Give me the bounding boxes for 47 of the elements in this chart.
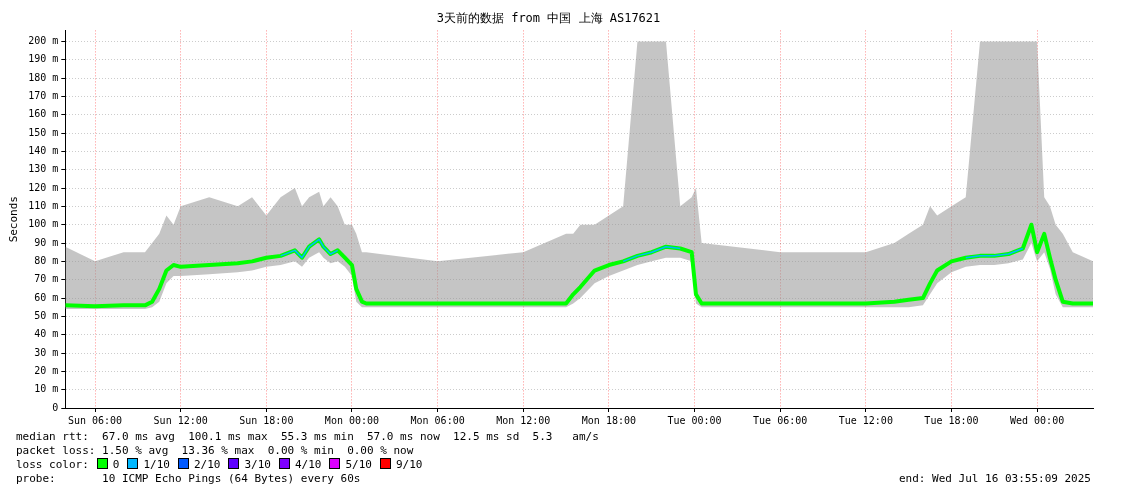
x-tick-label: Tue 18:00 [924,414,979,426]
y-tick-label: 130 m [28,163,59,175]
text: probe: 10 ICMP Echo Pings (64 Bytes) every 60s [16,472,361,485]
y-tick-label: 70 m [34,273,59,285]
y-tick-label: 160 m [28,108,59,120]
legend-label: 3/10 [244,458,271,471]
x-tick-label: Mon 06:00 [410,414,465,426]
legend-label: 9/10 [395,458,423,471]
y-tick-label: 80 m [34,254,59,266]
legend-label: 1/10 [143,458,170,471]
y-tick-label: 140 m [28,144,59,156]
y-tick-label: 0 [52,401,59,413]
x-tick-label: Mon 12:00 [496,414,551,426]
x-tick-label: Tue 12:00 [838,414,893,426]
text: loss color: [16,458,89,471]
y-tick-label: 120 m [28,181,59,193]
x-tick-label: Wed 00:00 [1010,414,1065,426]
y-tick-label: 180 m [28,71,59,83]
x-tick-label: Sun 12:00 [153,414,208,426]
x-tick-label: Tue 00:00 [667,414,722,426]
x-tick-label: Mon 00:00 [324,414,380,426]
y-tick-label: 10 m [34,383,59,395]
y-tick-label: 110 m [28,199,59,211]
y-axis-title: Seconds [7,196,21,243]
y-tick-label: 20 m [34,364,59,376]
legend-label: 5/10 [345,458,372,471]
legend-label: 4/10 [294,458,322,471]
y-tick-label: 40 m [34,328,59,340]
text: median rtt: 67.0 ms avg 100.1 ms max 55.3 ms min 57.0 ms now 12.5 ms sd 5.3 am/s [15,430,600,444]
y-tick-label: 190 m [28,53,59,65]
y-tick-label: 200 m [28,34,59,46]
y-tick-label: 50 m [34,309,59,321]
x-tick-label: Sun 06:00 [67,414,123,426]
legend-label: 2/10 [193,458,221,471]
x-tick-label: Sun 18:00 [239,414,294,426]
x-tick-label: Tue 06:00 [753,414,808,426]
legend-label: 0 [112,458,120,471]
y-tick-label: 60 m [34,291,59,303]
y-tick-label: 90 m [34,236,59,248]
x-tick-label: Mon 18:00 [581,414,636,426]
text: packet loss: 1.50 % avg 13.36 % max 0.00 % min 0.00 % now [15,444,415,458]
text: end: Wed Jul 16 03:55:09 2025 [898,472,1091,485]
y-tick-label: 100 m [28,218,59,230]
y-tick-label: 170 m [28,89,59,101]
y-tick-label: 150 m [28,126,59,138]
y-tick-label: 30 m [34,346,59,358]
chart-title: 3天前的数据 from 中国 上海 AS17621 [436,11,661,26]
